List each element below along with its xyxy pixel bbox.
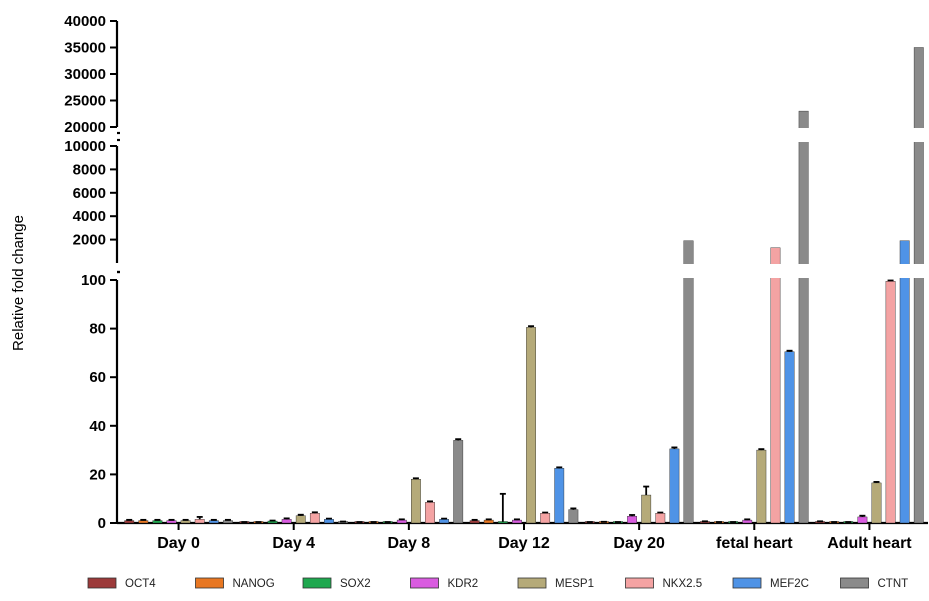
bar bbox=[655, 513, 666, 524]
bar bbox=[208, 520, 219, 524]
legend-swatch bbox=[410, 577, 439, 589]
y-tick-label: 40000 bbox=[64, 13, 106, 30]
legend-swatch bbox=[840, 577, 869, 589]
legend-label: NKX2.5 bbox=[663, 578, 703, 590]
y-tick-label: 35000 bbox=[64, 40, 106, 57]
bar bbox=[669, 448, 680, 524]
x-tick-label: Day 0 bbox=[157, 535, 200, 552]
bar bbox=[568, 509, 579, 524]
x-tick-label: Day 20 bbox=[613, 535, 665, 552]
y-tick-label: 8000 bbox=[73, 161, 106, 178]
bars bbox=[120, 47, 929, 524]
x-tick-label: Day 12 bbox=[498, 535, 550, 552]
x-tick-label: fetal heart bbox=[716, 535, 793, 552]
bar bbox=[411, 479, 421, 524]
y-tick-label: 30000 bbox=[64, 66, 106, 83]
bar bbox=[798, 110, 809, 524]
legend-swatch bbox=[517, 577, 547, 589]
y-tick-label: 4000 bbox=[73, 208, 106, 225]
x-tick-label: Adult heart bbox=[827, 535, 912, 552]
legend-label: NANOG bbox=[233, 578, 275, 590]
y-tick-label: 6000 bbox=[73, 185, 106, 202]
y-axis-label: Relative fold change bbox=[10, 215, 27, 351]
bar bbox=[627, 515, 637, 524]
bar bbox=[223, 520, 233, 524]
break-gap bbox=[120, 128, 929, 142]
legend-label: MESP1 bbox=[555, 578, 594, 590]
y-tick-label: 10000 bbox=[64, 138, 106, 155]
legend-swatch bbox=[732, 577, 762, 589]
bar bbox=[871, 482, 882, 524]
bar bbox=[554, 468, 565, 524]
y-tick-label: 60 bbox=[89, 369, 106, 386]
bar bbox=[742, 519, 753, 524]
bar bbox=[526, 327, 536, 524]
bar bbox=[913, 47, 924, 524]
y-tick-label: 20 bbox=[89, 466, 106, 483]
bar bbox=[857, 516, 868, 524]
bar bbox=[309, 513, 320, 524]
x-tick-label: Day 4 bbox=[272, 535, 315, 552]
bar bbox=[512, 519, 522, 524]
bar bbox=[194, 519, 205, 524]
bar bbox=[540, 513, 551, 524]
bar bbox=[152, 520, 163, 524]
bar bbox=[295, 515, 306, 524]
legend-swatch bbox=[195, 577, 224, 589]
legend-swatch bbox=[87, 577, 117, 589]
legend-swatch bbox=[302, 577, 332, 589]
bar bbox=[425, 502, 435, 524]
y-tick-label: 80 bbox=[89, 321, 106, 338]
bar bbox=[784, 351, 795, 524]
legend-swatch bbox=[625, 577, 654, 589]
labels: 0 20 40 60 80 100 2000 4000 6000 8000 10000 20000 25… bbox=[64, 13, 912, 552]
break-gap bbox=[120, 264, 929, 278]
bar bbox=[166, 520, 177, 524]
bar bbox=[124, 520, 135, 524]
legend-label: SOX2 bbox=[340, 578, 371, 590]
bar bbox=[770, 247, 781, 524]
bar bbox=[469, 520, 480, 524]
bar bbox=[324, 519, 334, 524]
y-tick-label: 100 bbox=[81, 272, 106, 289]
legend: OCT4 NANOG SOX2 KDR2 MESP1 NKX2.5 MEF2C CTNT bbox=[87, 577, 909, 590]
bar bbox=[483, 519, 494, 524]
legend-label: OCT4 bbox=[125, 578, 156, 590]
y-tick-label: 0 bbox=[98, 515, 106, 532]
bar bbox=[138, 520, 149, 524]
legend-label: CTNT bbox=[878, 578, 909, 590]
legend-label: KDR2 bbox=[448, 578, 479, 590]
bar bbox=[899, 240, 910, 524]
bar bbox=[641, 494, 652, 524]
bar bbox=[439, 519, 450, 524]
y-tick-label: 40 bbox=[89, 418, 106, 435]
bar bbox=[453, 440, 464, 524]
y-tick-label: 2000 bbox=[73, 232, 106, 249]
legend-label: MEF2C bbox=[770, 578, 809, 590]
bar bbox=[683, 240, 694, 524]
bar bbox=[885, 281, 896, 524]
x-tick-label: Day 8 bbox=[388, 535, 431, 552]
y-tick-label: 20000 bbox=[64, 119, 106, 136]
bar bbox=[396, 519, 407, 524]
bar bbox=[756, 449, 767, 524]
bar bbox=[180, 520, 191, 524]
y-tick-label: 25000 bbox=[64, 93, 106, 110]
bar bbox=[281, 519, 292, 524]
